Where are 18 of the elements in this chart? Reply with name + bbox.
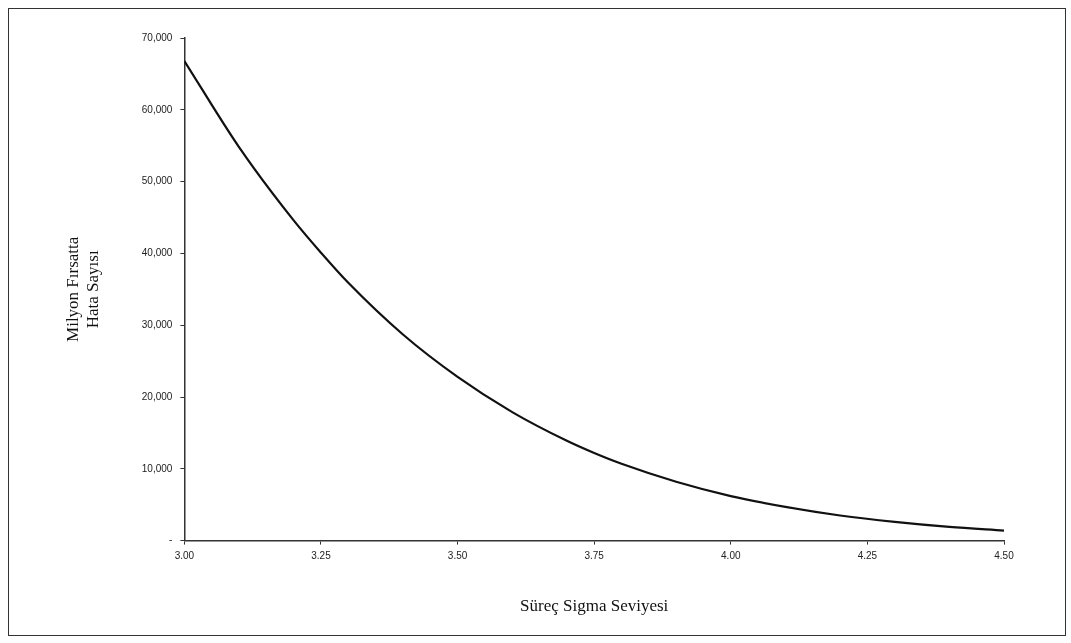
x-tick-label: 4.50 — [994, 550, 1015, 562]
y-tick-label: 60,000 — [141, 103, 173, 115]
y-axis-title: Milyon Fırsatta Hata Sayısı — [62, 236, 103, 342]
y-tick-label: 20,000 — [141, 390, 173, 402]
y-tick-label: 10,000 — [141, 462, 173, 474]
x-tick-label: 3.00 — [174, 550, 195, 562]
line-series — [184, 59, 1004, 532]
x-tick-label: 3.75 — [584, 550, 605, 562]
x-tick-label: 3.50 — [447, 550, 468, 562]
x-tick-label: 4.00 — [721, 550, 741, 562]
y-tick-label: 50,000 — [141, 175, 173, 187]
y-tick-label: 70,000 — [141, 31, 173, 43]
y-tick-label: 30,000 — [141, 318, 173, 330]
y-tick-label: - — [169, 534, 173, 546]
y-tick-label: 40,000 — [141, 247, 173, 259]
x-tick-label: 3.25 — [311, 550, 332, 562]
x-axis-title: Süreç Sigma Seviyesi — [520, 596, 669, 616]
x-tick-label: 4.25 — [857, 550, 878, 562]
